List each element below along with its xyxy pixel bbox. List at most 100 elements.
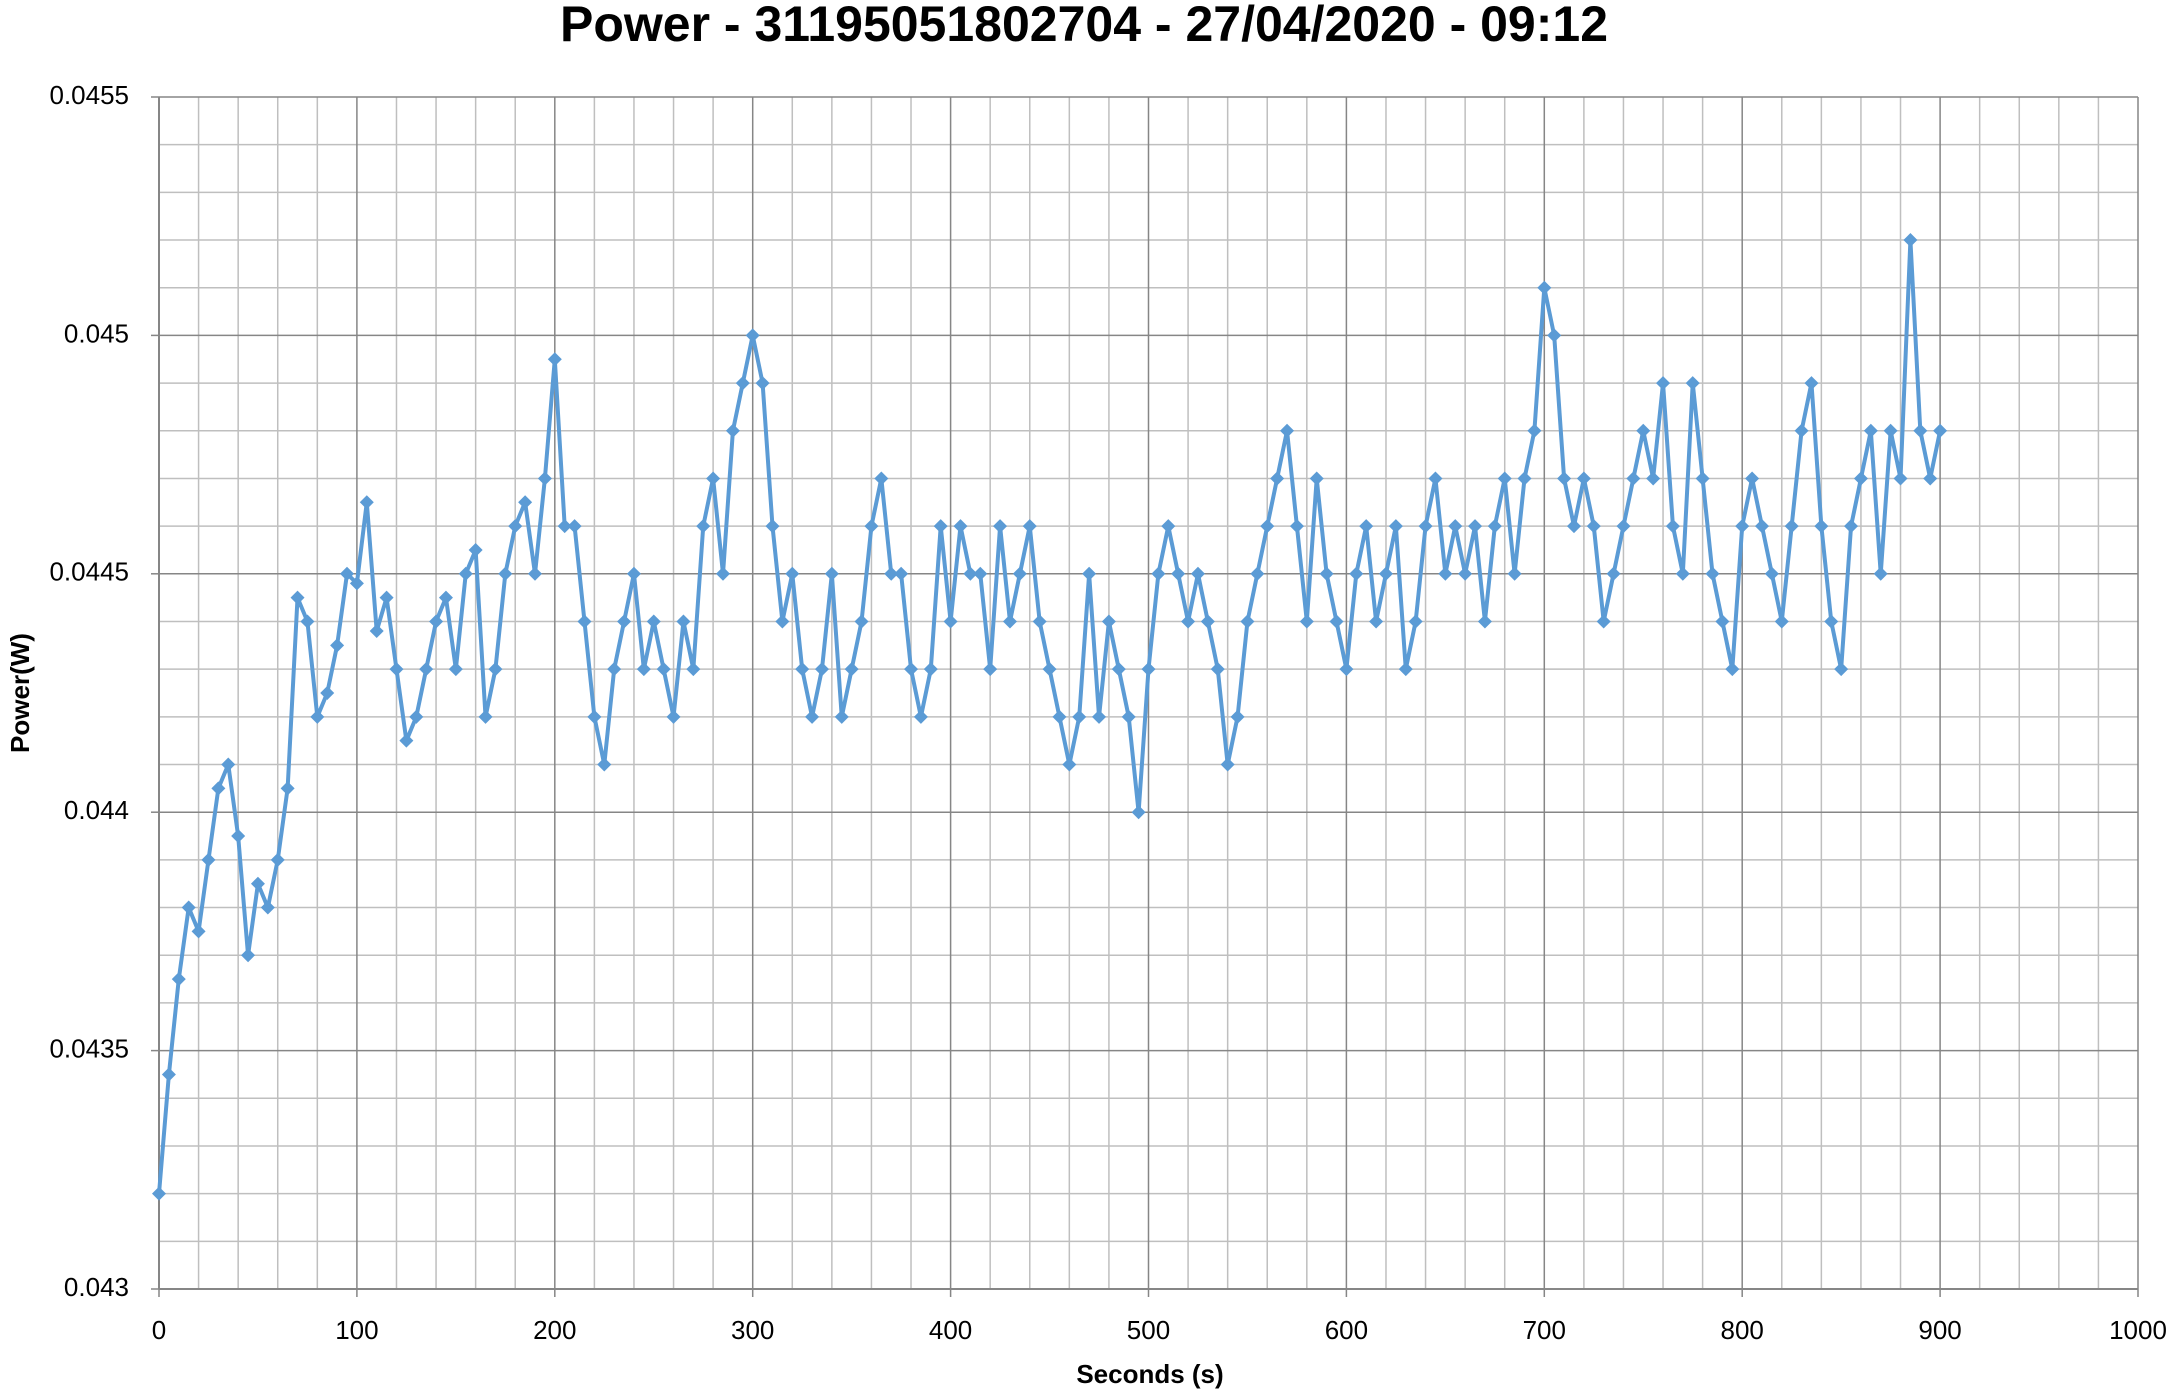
data-point bbox=[1111, 662, 1126, 677]
data-point bbox=[805, 709, 820, 724]
data-point bbox=[785, 566, 800, 581]
data-point bbox=[676, 614, 691, 629]
data-point bbox=[656, 662, 671, 677]
y-tick-label: 0.043 bbox=[64, 1272, 129, 1302]
data-point bbox=[290, 590, 305, 605]
data-point bbox=[1646, 471, 1661, 486]
data-point bbox=[1398, 662, 1413, 677]
data-point bbox=[1418, 519, 1433, 534]
data-point bbox=[1527, 423, 1542, 438]
data-point bbox=[884, 566, 899, 581]
data-point bbox=[795, 662, 810, 677]
data-point bbox=[1240, 614, 1255, 629]
data-point bbox=[1359, 519, 1374, 534]
data-point bbox=[1171, 566, 1186, 581]
x-tick-label: 100 bbox=[335, 1315, 378, 1345]
data-point bbox=[1844, 519, 1859, 534]
data-point bbox=[725, 423, 740, 438]
data-point bbox=[1893, 471, 1908, 486]
data-point bbox=[617, 614, 632, 629]
data-point bbox=[1299, 614, 1314, 629]
data-point bbox=[1507, 566, 1522, 581]
data-point bbox=[270, 852, 285, 867]
y-tick-label: 0.0435 bbox=[49, 1033, 129, 1063]
x-tick-label: 0 bbox=[152, 1315, 166, 1345]
data-point bbox=[518, 495, 533, 510]
data-point bbox=[775, 614, 790, 629]
data-point bbox=[745, 328, 760, 343]
data-point bbox=[1745, 471, 1760, 486]
data-point bbox=[1784, 519, 1799, 534]
data-point bbox=[1665, 519, 1680, 534]
data-point bbox=[1477, 614, 1492, 629]
data-point bbox=[260, 900, 275, 915]
data-point bbox=[894, 566, 909, 581]
data-point bbox=[1092, 709, 1107, 724]
data-point bbox=[1636, 423, 1651, 438]
data-point bbox=[241, 948, 256, 963]
data-point bbox=[1458, 566, 1473, 581]
data-point bbox=[1685, 376, 1700, 391]
data-point bbox=[1190, 566, 1205, 581]
x-tick-label: 400 bbox=[929, 1315, 972, 1345]
data-point bbox=[1072, 709, 1087, 724]
data-point bbox=[419, 662, 434, 677]
data-point bbox=[814, 662, 829, 677]
x-tick-label: 900 bbox=[1918, 1315, 1961, 1345]
data-point bbox=[963, 566, 978, 581]
data-point bbox=[201, 852, 216, 867]
data-point bbox=[438, 590, 453, 605]
data-point bbox=[1101, 614, 1116, 629]
data-point bbox=[1121, 709, 1136, 724]
x-tick-label: 700 bbox=[1523, 1315, 1566, 1345]
data-point bbox=[597, 757, 612, 772]
data-point bbox=[468, 542, 483, 557]
data-point bbox=[1408, 614, 1423, 629]
data-point bbox=[854, 614, 869, 629]
data-point bbox=[280, 781, 295, 796]
data-point bbox=[874, 471, 889, 486]
data-point bbox=[953, 519, 968, 534]
data-point bbox=[1933, 423, 1948, 438]
data-point bbox=[181, 900, 196, 915]
data-point bbox=[1774, 614, 1789, 629]
data-point bbox=[1626, 471, 1641, 486]
data-point bbox=[1002, 614, 1017, 629]
data-point bbox=[1824, 614, 1839, 629]
data-point bbox=[1903, 233, 1918, 248]
data-point bbox=[706, 471, 721, 486]
data-point bbox=[1468, 519, 1483, 534]
data-point bbox=[844, 662, 859, 677]
data-point bbox=[1131, 805, 1146, 820]
y-axis-title: Power(W) bbox=[5, 633, 35, 753]
data-point bbox=[310, 709, 325, 724]
x-tick-label: 200 bbox=[533, 1315, 576, 1345]
data-point bbox=[1675, 566, 1690, 581]
data-point bbox=[448, 662, 463, 677]
data-point bbox=[1012, 566, 1027, 581]
data-point bbox=[1557, 471, 1572, 486]
data-point bbox=[379, 590, 394, 605]
data-point bbox=[735, 376, 750, 391]
data-point bbox=[1260, 519, 1275, 534]
x-tick-label: 500 bbox=[1127, 1315, 1170, 1345]
data-point bbox=[1339, 662, 1354, 677]
data-point bbox=[1923, 471, 1938, 486]
data-point bbox=[1596, 614, 1611, 629]
data-point bbox=[1369, 614, 1384, 629]
data-point bbox=[340, 566, 355, 581]
data-point bbox=[1814, 519, 1829, 534]
data-point bbox=[1794, 423, 1809, 438]
data-point bbox=[1705, 566, 1720, 581]
data-point bbox=[250, 876, 265, 891]
data-point bbox=[626, 566, 641, 581]
data-point bbox=[1576, 471, 1591, 486]
data-point bbox=[1537, 280, 1552, 295]
data-point bbox=[498, 566, 513, 581]
data-point bbox=[528, 566, 543, 581]
data-point bbox=[458, 566, 473, 581]
data-point bbox=[1517, 471, 1532, 486]
data-point bbox=[1695, 471, 1710, 486]
data-point bbox=[1022, 519, 1037, 534]
